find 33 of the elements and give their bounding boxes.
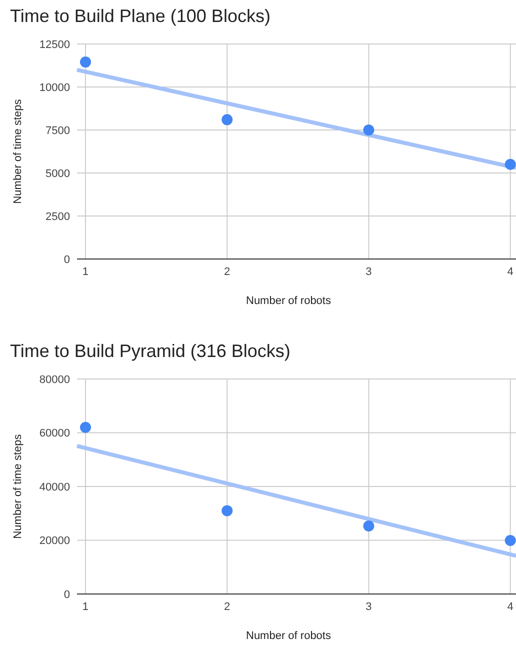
x-tick-label: 1 — [82, 601, 89, 613]
x-tick-label: 2 — [224, 601, 230, 613]
x-axis-title: Number of robots — [246, 295, 332, 307]
y-tick-label: 7500 — [46, 124, 70, 137]
point — [80, 422, 91, 433]
y-tick-label: 10000 — [39, 82, 70, 94]
y-axis-title: Number of time steps — [12, 98, 24, 204]
x-tick-label: 3 — [366, 266, 372, 278]
chart-title: Time to Build Pyramid (316 Blocks) — [10, 341, 290, 361]
x-axis-title: Number of robots — [246, 630, 332, 642]
chart-title: Time to Build Plane (100 Blocks) — [10, 6, 270, 26]
point — [363, 124, 374, 136]
y-axis-title: Number of time steps — [12, 434, 24, 539]
y-tick-label: 0 — [64, 254, 70, 266]
x-tick-label: 1 — [82, 266, 89, 278]
y-tick-label: 0 — [64, 588, 70, 601]
point — [504, 158, 516, 170]
point — [80, 56, 91, 68]
y-tick-label: 60000 — [39, 428, 70, 440]
y-tick-label: 2500 — [46, 210, 70, 223]
x-tick-label: 3 — [366, 601, 372, 613]
y-tick-label: 40000 — [39, 481, 70, 494]
y-tick-label: 12500 — [39, 38, 70, 51]
point — [222, 114, 233, 126]
y-tick-label: 5000 — [46, 168, 70, 180]
y-tick-label: 20000 — [39, 535, 70, 548]
x-tick-label: 2 — [224, 266, 230, 278]
point — [363, 520, 374, 532]
point — [504, 535, 516, 546]
x-tick-label: 4 — [507, 601, 514, 613]
point — [222, 505, 233, 516]
x-tick-label: 4 — [507, 266, 514, 278]
y-tick-label: 80000 — [39, 374, 70, 386]
